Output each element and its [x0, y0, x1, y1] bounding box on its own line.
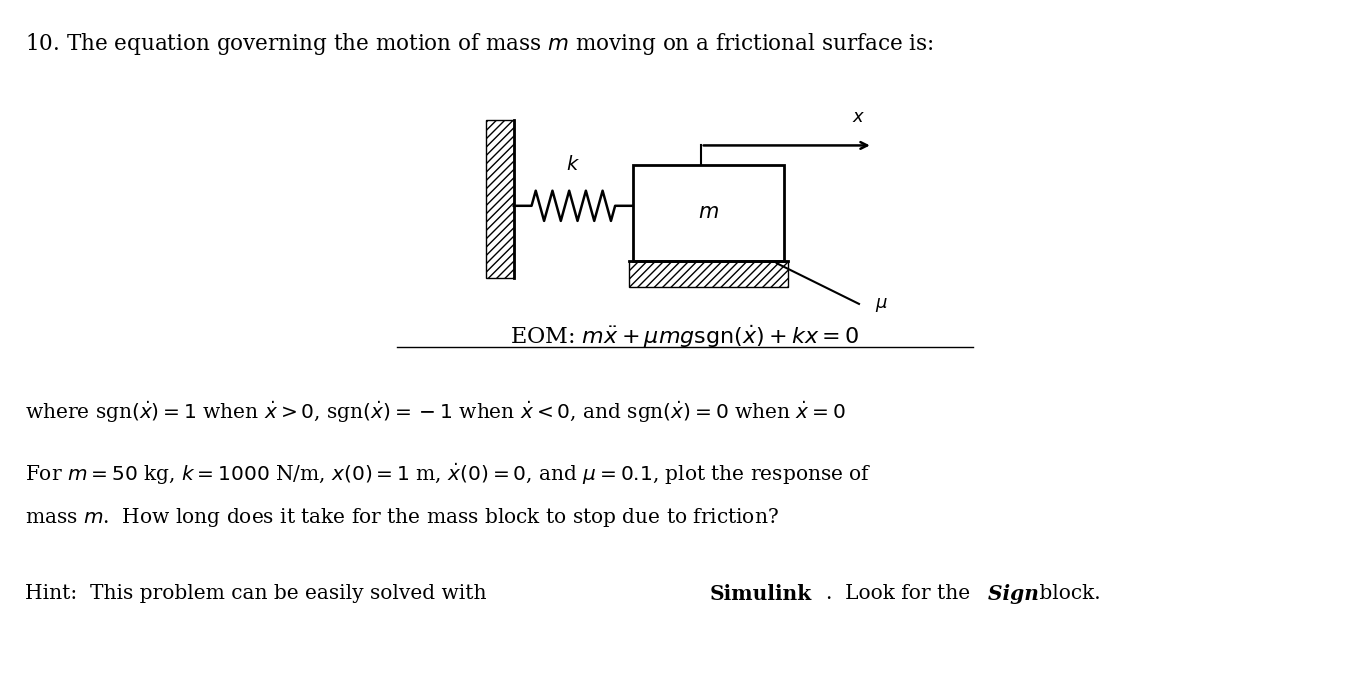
Text: .  Look for the: . Look for the [826, 584, 977, 604]
Text: $\mu$: $\mu$ [875, 296, 888, 314]
Text: mass $m$.  How long does it take for the mass block to stop due to friction?: mass $m$. How long does it take for the … [25, 506, 778, 530]
Text: Hint:  This problem can be easily solved with: Hint: This problem can be easily solved … [25, 584, 493, 604]
Text: Sign: Sign [984, 584, 1038, 604]
Text: $x$: $x$ [852, 108, 866, 126]
Bar [629, 261, 788, 287]
Text: For $m = 50$ kg, $k = 1000$ N/m, $x(0) = 1$ m, $\dot{x}(0) = 0$, and $\mu = 0.1$: For $m = 50$ kg, $k = 1000$ N/m, $x(0) =… [25, 461, 871, 486]
Text: where sgn$(\dot{x}) = 1$ when $\dot{x} > 0$, sgn$(\dot{x}) = -1$ when $\dot{x} <: where sgn$(\dot{x}) = 1$ when $\dot{x} >… [25, 399, 845, 425]
Bar [633, 165, 784, 261]
Text: 10. The equation governing the motion of mass $m$ moving on a frictional surface: 10. The equation governing the motion of… [25, 31, 933, 57]
Bar [486, 120, 514, 278]
Text: $m$: $m$ [697, 203, 719, 222]
Text: $k$: $k$ [566, 155, 581, 174]
Text: EOM: $m\ddot{x} + \mu mg\mathrm{sgn}(\dot{x}) + kx = 0$: EOM: $m\ddot{x} + \mu mg\mathrm{sgn}(\do… [510, 322, 860, 350]
Text: Simulink: Simulink [710, 584, 812, 604]
Text: block.: block. [1033, 584, 1100, 604]
